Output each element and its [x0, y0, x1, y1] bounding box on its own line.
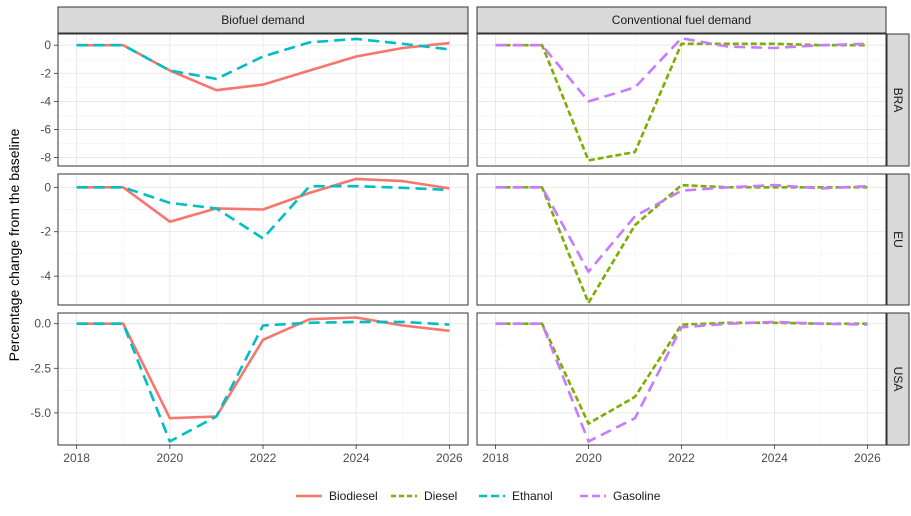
series-line-gasoline	[495, 320, 868, 443]
y-tick-label: -2	[40, 225, 51, 239]
y-axis-title: Percentage change from the baseline	[6, 128, 22, 361]
y-tick-label: -2	[40, 66, 51, 80]
legend: Biodiesel Diesel Ethanol Gasoline	[296, 489, 661, 503]
y-tick-label: -4	[40, 269, 51, 283]
facet-strip-eu	[886, 173, 910, 306]
x-tick-label: 2026	[854, 451, 881, 465]
strips-layer: Biofuel demand Conventional fuel demand BR…	[57, 6, 910, 446]
x-tick-label: 2022	[668, 451, 695, 465]
facet-strip-bra	[886, 33, 910, 167]
y-tick-label: -2.5	[30, 361, 51, 375]
facet-strip-biofuel-demand	[57, 6, 469, 34]
y-tick-label: 0.0	[34, 317, 51, 331]
x-tick-label: 2022	[250, 451, 277, 465]
legend-label-ethanol: Ethanol	[512, 489, 553, 503]
facet-strip-conventional-fuel-demand	[476, 6, 887, 34]
x-tick-label: 2020	[156, 451, 183, 465]
x-tick-label: 2024	[761, 451, 788, 465]
panel-usa-biofuel-demand	[57, 312, 469, 446]
y-tick-label: 0	[44, 38, 51, 52]
legend-item-ethanol: Ethanol	[479, 489, 553, 503]
series-line-ethanol	[76, 320, 450, 443]
y-tick-label: -5.0	[30, 406, 51, 420]
legend-item-biodiesel: Biodiesel	[296, 489, 378, 503]
panels-layer	[57, 33, 887, 446]
facet-strip-usa	[886, 312, 910, 446]
series-line-gasoline	[495, 183, 868, 274]
legend-label-diesel: Diesel	[424, 489, 457, 503]
series-line-ethanol	[76, 37, 450, 81]
axes-layer: 0 -2 -4 -6 -8 0 -2 -4 0.0 -2.5 -5.0 2018 2020 2022 202…	[30, 38, 881, 465]
facet-label-eu: EU	[891, 231, 905, 248]
panel-usa-conventional-fuel-demand	[476, 312, 887, 446]
series-line-diesel	[495, 321, 868, 425]
series-line-gasoline	[495, 36, 868, 103]
legend-item-gasoline: Gasoline	[580, 489, 661, 503]
panel-border	[57, 33, 469, 167]
legend-item-diesel: Diesel	[391, 489, 457, 503]
x-tick-label: 2018	[482, 451, 509, 465]
legend-label-gasoline: Gasoline	[613, 489, 661, 503]
x-tick-label: 2018	[63, 451, 90, 465]
y-tick-label: -4	[40, 94, 51, 108]
series-line-ethanol	[76, 184, 450, 240]
series-line-diesel	[495, 42, 868, 162]
legend-label-biodiesel: Biodiesel	[329, 489, 378, 503]
panel-bra-biofuel-demand	[57, 33, 469, 167]
panel-eu-biofuel-demand	[57, 173, 469, 306]
x-tick-label: 2020	[575, 451, 602, 465]
facet-label-conventional-fuel-demand: Conventional fuel demand	[612, 13, 751, 27]
y-tick-label: 0	[44, 180, 51, 194]
facet-label-usa: USA	[891, 367, 905, 392]
facet-label-biofuel-demand: Biofuel demand	[221, 13, 304, 27]
facet-label-bra: BRA	[891, 88, 905, 113]
panel-border	[57, 173, 469, 306]
series-line-biodiesel	[76, 177, 450, 223]
panel-border	[476, 173, 887, 306]
x-tick-label: 2024	[343, 451, 370, 465]
series-line-biodiesel	[76, 41, 450, 92]
panel-border	[476, 33, 887, 167]
y-tick-label: -6	[40, 122, 51, 136]
x-tick-label: 2026	[436, 451, 463, 465]
panel-eu-conventional-fuel-demand	[476, 173, 887, 306]
panel-bra-conventional-fuel-demand	[476, 33, 887, 167]
y-tick-label: -8	[40, 151, 51, 165]
